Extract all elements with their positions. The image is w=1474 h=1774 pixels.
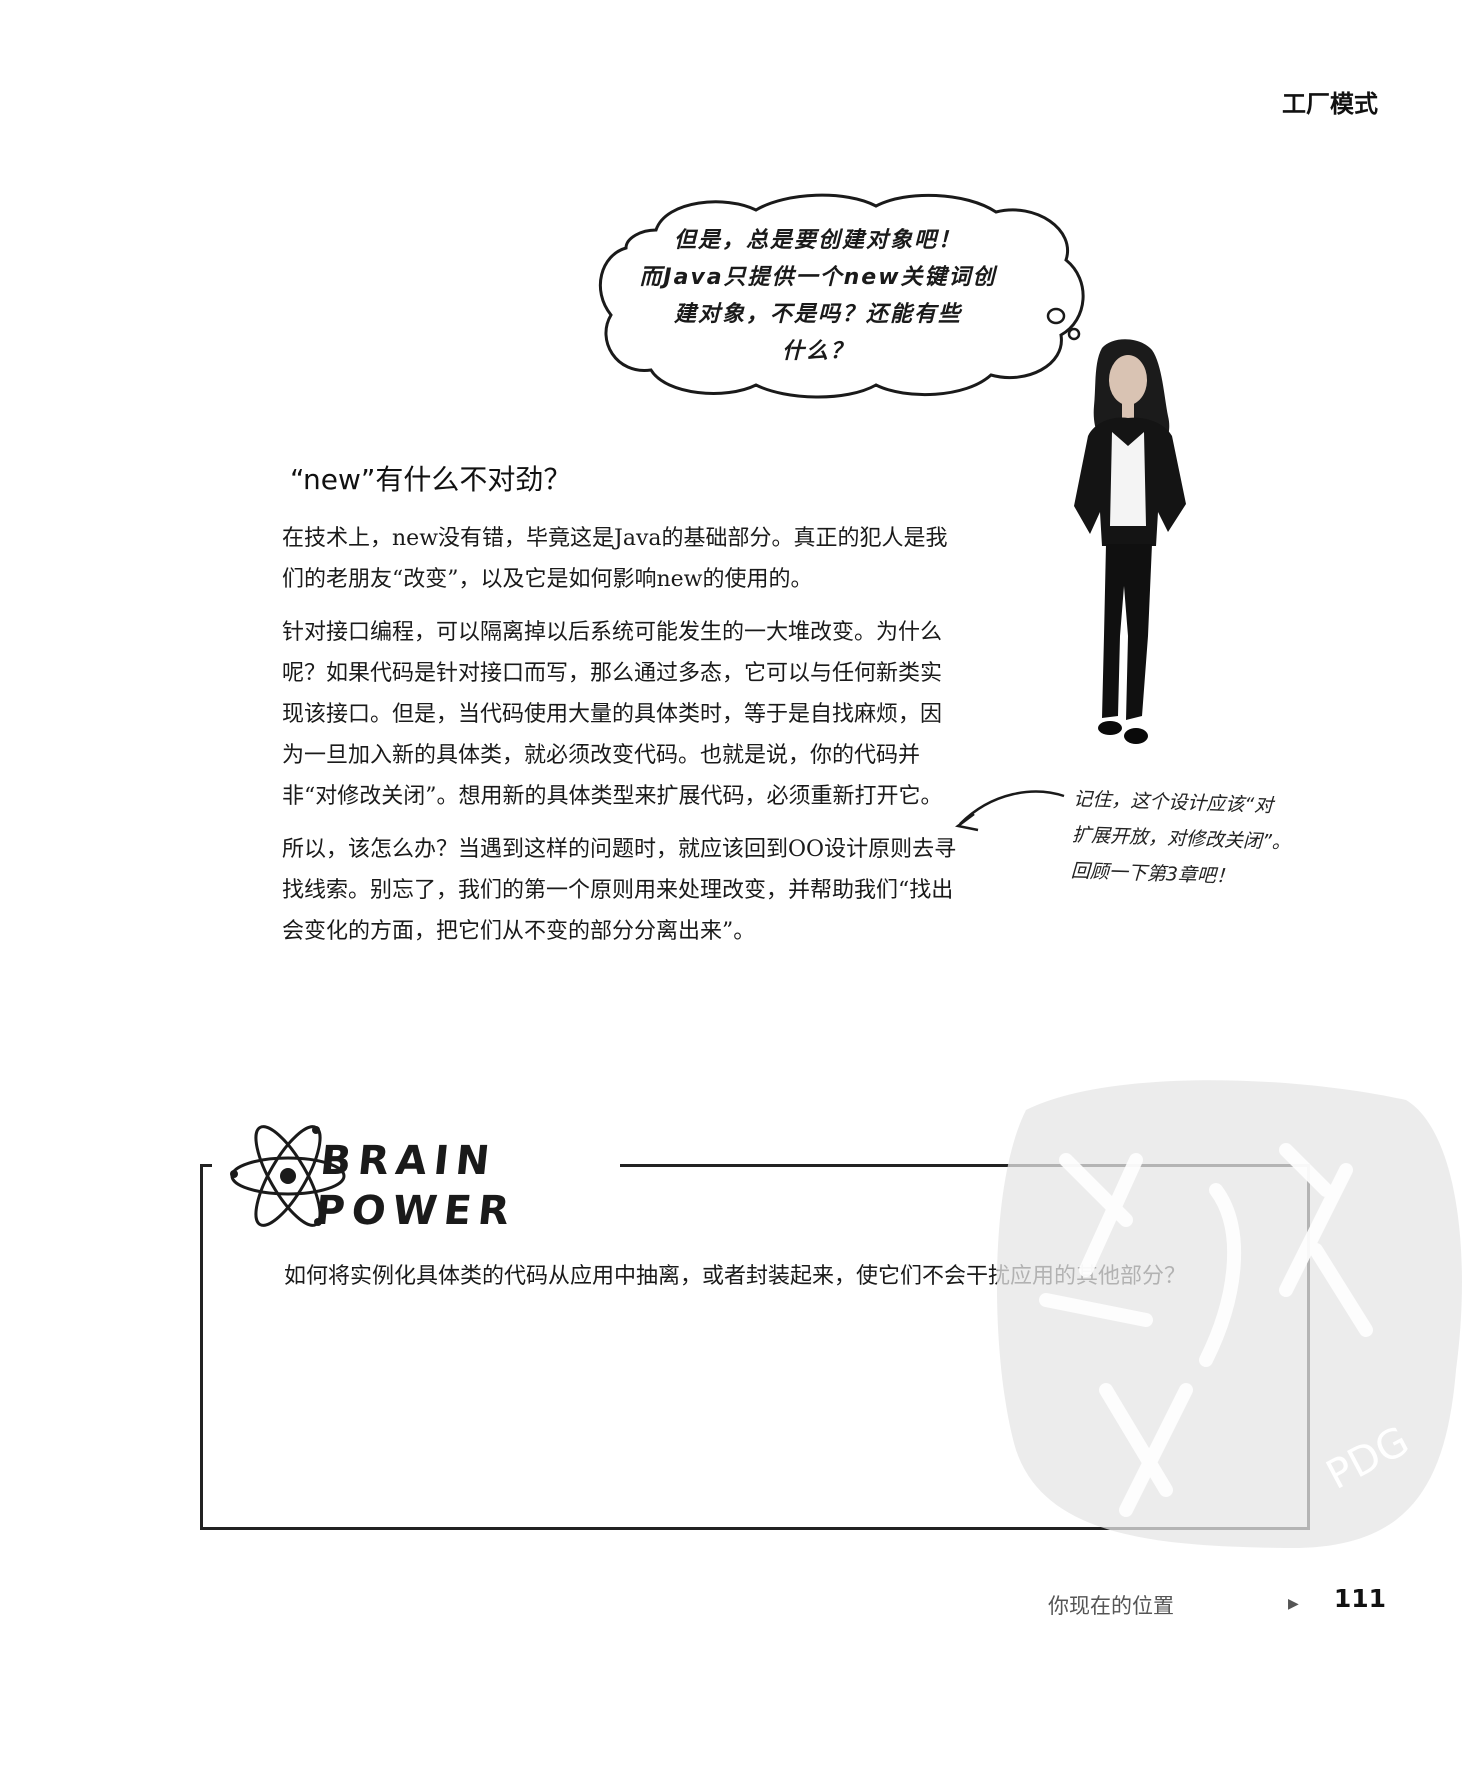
body-paragraph: 针对接口编程，可以隔离掉以后系统可能发生的一大堆改变。为什么呢？如果代码是针对接… [282,620,943,809]
footer-nav-label: 你现在的位置 [1048,1594,1174,1618]
pdg-watermark: PDG [996,1080,1462,1549]
chapter-title: 工厂模式 [1282,90,1378,118]
thought-bubble-cloud [598,193,1085,399]
page-number: 111 [1333,1584,1386,1613]
right-arrow-icon: ▶ [1288,1596,1299,1612]
section-heading: “new”有什么不对劲？ [290,463,572,496]
brain-title-line: BRAIN [318,1138,499,1184]
body-text: 在技术上，new没有错，毕竟这是Java的基础部分。真正的犯人是我们的老朋友“改… [282,518,962,964]
brain-power-title: BRAIN POWER [313,1136,524,1236]
thought-line: 建对象，不是吗？还能有些 [673,302,962,327]
thought-bubble-text: 但是，总是要创建对象吧！ 而Java只提供一个new关键词创 建对象，不是吗？还… [628,222,1008,370]
thought-line: 但是，总是要创建对象吧！ [673,228,962,253]
curved-arrow-icon [955,790,1065,832]
woman-photo [1074,339,1186,744]
margin-note: 记住，这个设计应该“对 扩展开放，对修改关闭”。 回顾一下第3章吧！ [1070,781,1364,899]
thought-line: 而Java只提供一个new关键词创 [639,265,997,290]
atom-icon [230,1125,346,1227]
power-title-line: POWER [312,1188,519,1234]
body-paragraph: 在技术上，new没有错，毕竟这是Java的基础部分。真正的犯人是我们的老朋友“改… [282,526,948,592]
thought-dots [1046,307,1081,341]
thought-line: 什么？ [781,339,854,364]
body-paragraph: 所以，该怎么办？当遇到这样的问题时，就应该回到OO设计原则去寻找线索。别忘了，我… [282,837,957,944]
